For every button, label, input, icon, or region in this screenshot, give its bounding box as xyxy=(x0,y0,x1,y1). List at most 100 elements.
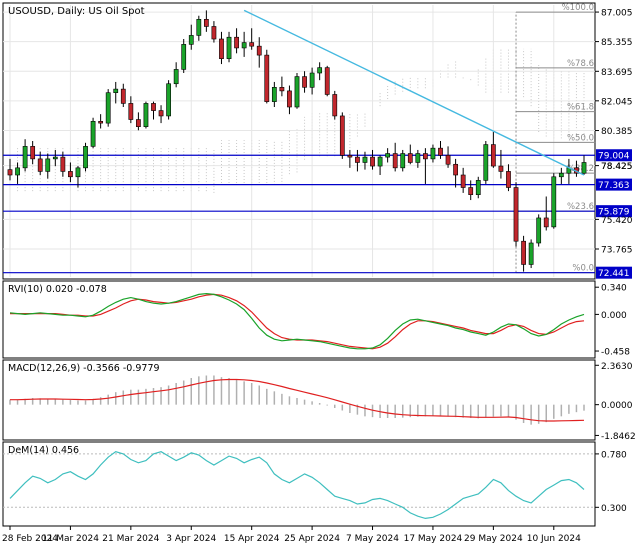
candle-body xyxy=(543,217,549,228)
candlesticks xyxy=(7,10,587,272)
candle-body xyxy=(7,169,13,176)
candle-body xyxy=(287,90,292,108)
dem-title: DeM(14) 0.456 xyxy=(8,445,79,456)
fib-level-label: %78.6 xyxy=(567,59,594,69)
candle-body xyxy=(558,172,564,178)
candle-body xyxy=(317,67,323,74)
level-price-label: 77.363 xyxy=(598,181,630,191)
candle-body xyxy=(75,167,81,178)
dem-line xyxy=(9,451,585,520)
indicator-tick-label: 0.780 xyxy=(601,450,627,460)
candle-body xyxy=(279,87,285,92)
candle-body xyxy=(294,76,300,108)
candle-body xyxy=(113,88,119,93)
macd-panel-frame xyxy=(2,359,596,441)
level-price-tag xyxy=(596,178,632,191)
candle-body xyxy=(475,180,481,195)
price-tick-label: 73.765 xyxy=(601,245,633,255)
date-tick-label: 29 May 2024 xyxy=(464,534,523,544)
fib-level-label: %100.0 xyxy=(562,3,594,13)
candle-body xyxy=(83,146,88,169)
date-tick-label: 25 Apr 2024 xyxy=(284,534,340,544)
dem-panel-frame xyxy=(2,441,596,527)
descending-trendline xyxy=(243,9,585,176)
candle-body xyxy=(506,171,511,188)
current-price-label: 78.425 xyxy=(601,162,633,172)
fib-level-label: %61.8 xyxy=(567,103,594,113)
level-price-tag xyxy=(596,266,632,279)
candle-body xyxy=(445,155,451,165)
candle-body xyxy=(264,54,270,102)
candle-body xyxy=(415,153,421,163)
indicator-tick-label: 0.340 xyxy=(601,284,627,294)
indicator-tick-label: 0.0000 xyxy=(601,401,633,411)
candle-body xyxy=(483,144,489,181)
candle-body xyxy=(181,44,187,70)
date-tick-label: 28 Feb 2024 xyxy=(2,534,58,544)
candle-body xyxy=(324,67,330,95)
candle-body xyxy=(309,72,315,88)
candle-body xyxy=(90,121,96,147)
indicator-tick-label: -0.458 xyxy=(601,348,630,358)
candle-body xyxy=(120,88,126,104)
price-tick-label: 78.425 xyxy=(601,162,633,172)
candle-body xyxy=(52,156,58,160)
candle-body xyxy=(211,26,217,40)
price-tick-label: 82.045 xyxy=(601,97,633,107)
candle-body xyxy=(513,187,519,242)
candle-body xyxy=(188,35,194,45)
date-tick-label: 7 May 2024 xyxy=(346,534,399,544)
fib-level-label: %0.0 xyxy=(572,264,594,274)
date-tick-label: 3 Apr 2024 xyxy=(166,534,216,544)
candle-body xyxy=(196,19,202,36)
candle-body xyxy=(98,121,104,124)
candle-body xyxy=(423,153,428,160)
candle-body xyxy=(203,19,209,27)
level-price-tag xyxy=(596,205,632,218)
candle-body xyxy=(60,156,66,172)
candle-body xyxy=(45,158,51,172)
candle-body xyxy=(490,144,496,167)
candle-body xyxy=(226,36,232,59)
level-price-label: 72.441 xyxy=(598,269,630,279)
candle-body xyxy=(249,42,255,47)
rvi-indicator: 0.340 0.000 -0.458 xyxy=(9,284,630,358)
macd-indicator: 2.3630 0.0000 -1.8462 xyxy=(9,362,636,442)
candle-body xyxy=(37,158,43,172)
candle-body xyxy=(400,153,406,169)
candle-body xyxy=(498,165,504,172)
level-price-label: 75.879 xyxy=(598,208,630,218)
candle-body xyxy=(158,110,164,117)
price-tick-label: 75.420 xyxy=(601,216,633,226)
candle-body xyxy=(377,156,383,167)
date-tick-label: 15 Apr 2024 xyxy=(224,534,280,544)
candle-body xyxy=(219,38,224,59)
candle-body xyxy=(385,153,391,158)
candle-body xyxy=(581,162,587,174)
candle-body xyxy=(22,146,28,169)
candle-body xyxy=(136,119,141,127)
candle-body xyxy=(521,240,526,265)
date-tick-label: 21 Mar 2024 xyxy=(102,534,159,544)
fib-level-label: %23.6 xyxy=(567,202,594,212)
candle-body xyxy=(536,217,542,244)
candle-body xyxy=(407,153,413,163)
indicator-tick-label: 0.300 xyxy=(601,504,627,514)
candle-body xyxy=(128,103,134,120)
candle-body xyxy=(438,147,443,156)
fib-level-label: %50.0 xyxy=(567,133,594,143)
macd-signal-line xyxy=(10,378,585,422)
macd-title: MACD(12,26,9) -0.3566 -0.9779 xyxy=(8,363,160,374)
price-panel-frame xyxy=(2,2,596,280)
fibonacci-retracement: %100.0 %78.6 %61.8 %50.0 %38.2 %23.6 %0.0 xyxy=(515,3,596,274)
candle-body xyxy=(30,146,36,160)
candle-body xyxy=(241,42,247,49)
candle-body xyxy=(271,87,277,102)
candle-body xyxy=(166,83,171,117)
price-y-axis: 87.005 85.355 83.695 82.045 80.385 78.425 75.4… xyxy=(595,9,633,255)
price-tick-label: 85.355 xyxy=(601,38,633,48)
demarker-indicator: 0.780 0.300 xyxy=(3,450,627,520)
